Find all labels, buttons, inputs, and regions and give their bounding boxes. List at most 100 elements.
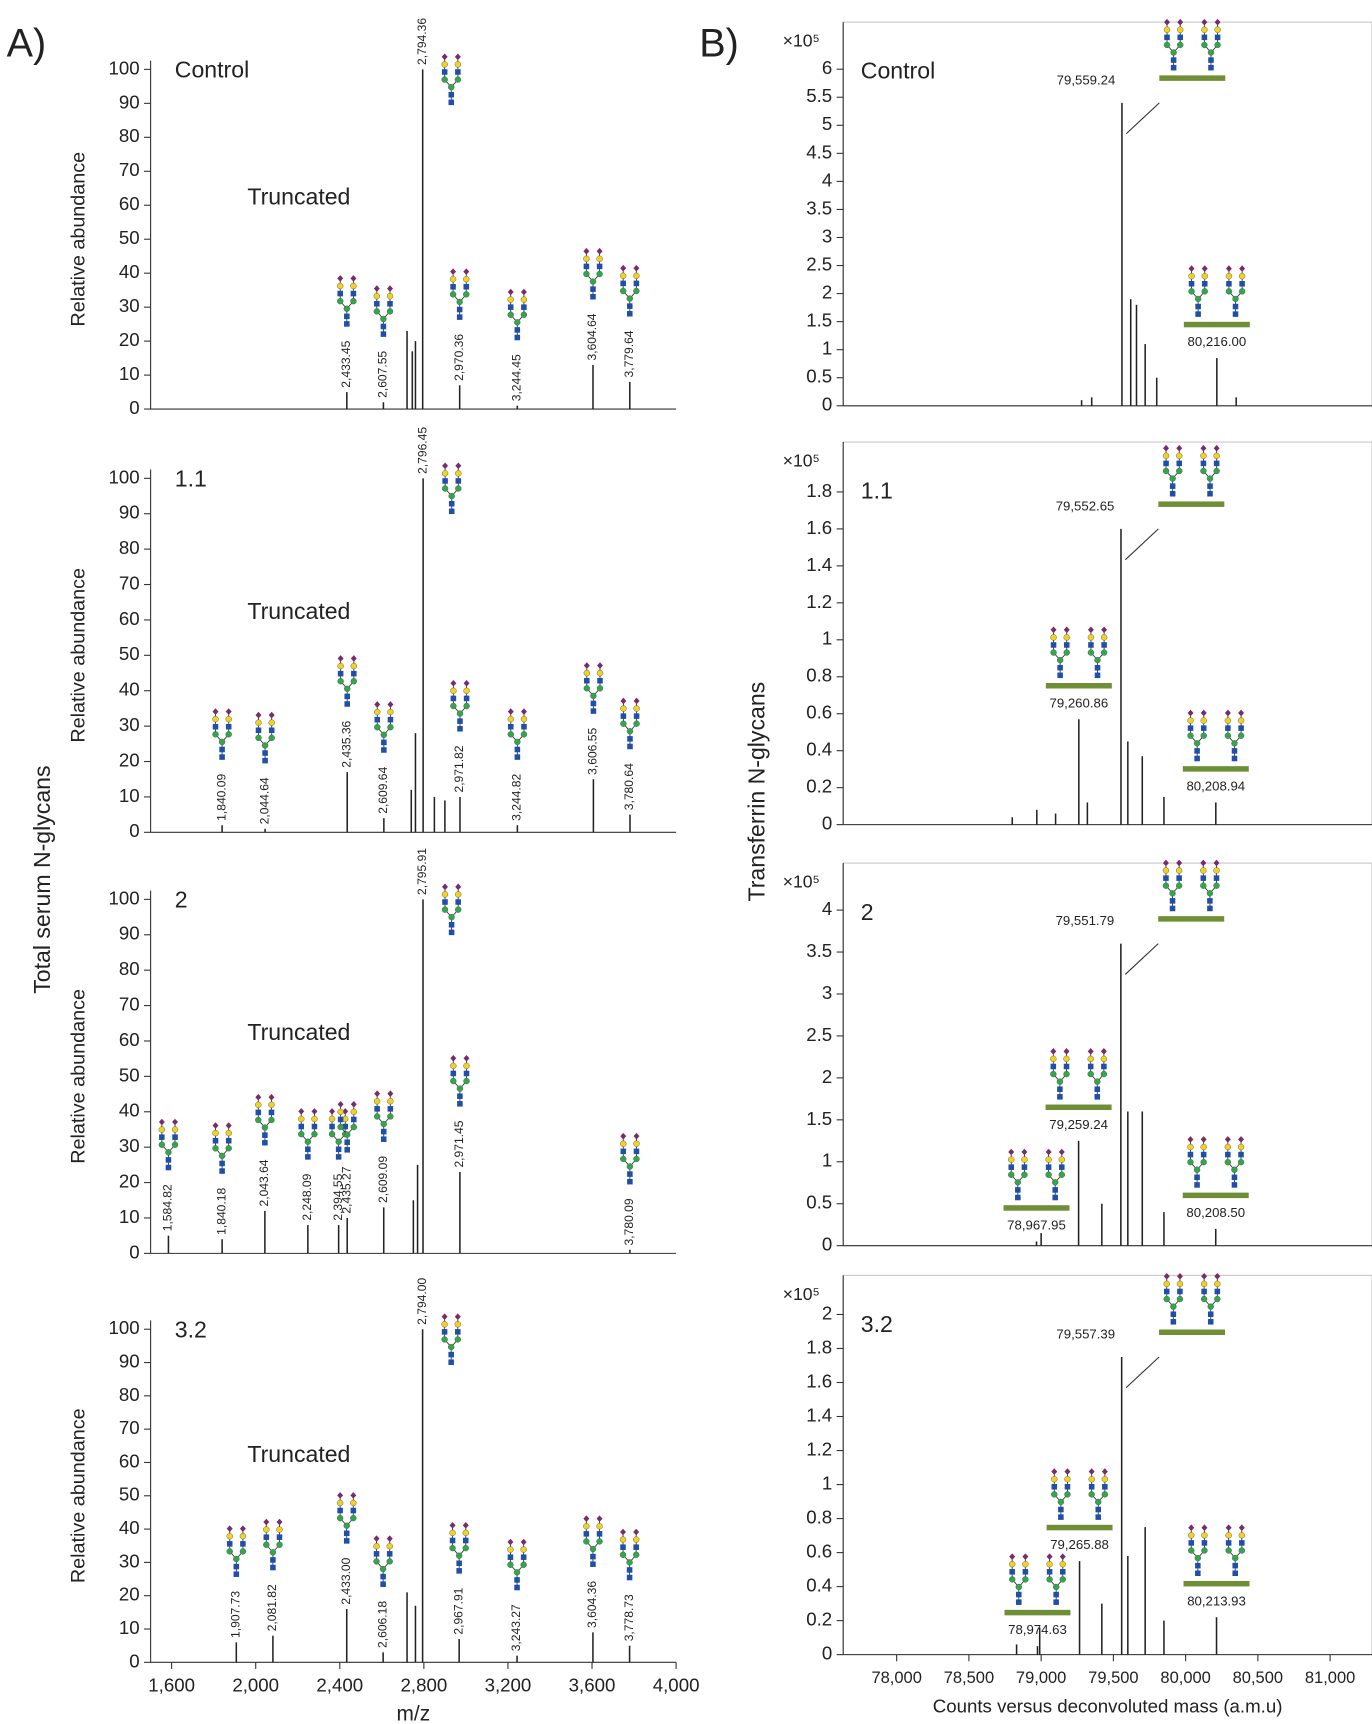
peak-label: 2,795.91 <box>415 848 429 895</box>
glycan-circle <box>1088 1071 1094 1077</box>
glycan-circle <box>263 1542 269 1548</box>
panel-annotation: Control <box>861 58 935 84</box>
glycan-circle <box>1225 1144 1231 1150</box>
glycan-square <box>464 1071 470 1077</box>
glycan-circle <box>1170 1304 1176 1310</box>
glycan-circle <box>1214 1281 1220 1287</box>
y-tick-label: 40 <box>119 261 140 282</box>
glycan-circle <box>1058 1499 1064 1505</box>
glycan-circle <box>350 298 356 304</box>
glycan-square <box>1201 725 1207 731</box>
glycan-circle <box>442 470 448 476</box>
glycan-square <box>1202 1540 1208 1546</box>
peak-label: 79,552.65 <box>1056 498 1115 513</box>
glycan-circle <box>1102 1476 1108 1482</box>
glycan-square <box>344 1147 350 1153</box>
peak-label: 79,559.24 <box>1057 72 1116 87</box>
glycan-square <box>508 304 514 310</box>
glycan-circle <box>1201 1548 1207 1554</box>
glycan-square <box>166 1165 172 1171</box>
y-tick-label: 100 <box>108 1317 139 1338</box>
glycan-square <box>442 1329 448 1335</box>
glycan-square <box>457 718 463 724</box>
panel-annotation: 1.1 <box>861 478 893 504</box>
y-tick-label: 20 <box>119 1584 140 1605</box>
y-tick-label: 2 <box>822 282 832 303</box>
glycan-circle <box>1163 883 1169 889</box>
glycan-square <box>227 1541 233 1547</box>
glycan-circle <box>233 1556 239 1562</box>
glycan-square <box>597 264 603 270</box>
glycan-circle <box>387 1558 393 1564</box>
glycan-square <box>1163 461 1169 467</box>
y-tick-label: 0 <box>822 394 832 415</box>
glycan-circle <box>1232 1555 1238 1561</box>
figure: A) B) Total serum N-glycans Transferrin … <box>0 0 1372 1724</box>
glycan-circle <box>620 1537 626 1543</box>
y-tick-label: 3 <box>822 982 832 1003</box>
peak-label: 2,970.36 <box>452 334 466 381</box>
glycan-square <box>1177 1289 1183 1295</box>
glycan-square <box>213 724 219 730</box>
y-tick-label: 2 <box>822 1302 832 1323</box>
glycan-circle <box>508 312 514 318</box>
glycan-square <box>387 1551 393 1557</box>
glycan-square <box>448 1359 454 1365</box>
glycan-square <box>351 1508 357 1514</box>
glycan-square <box>457 1093 463 1099</box>
glycan-circle <box>350 1515 356 1521</box>
peak-label: 2,796.45 <box>415 427 429 474</box>
glycan-circle <box>1208 1304 1214 1310</box>
glycan-circle <box>1089 1491 1095 1497</box>
glycan-circle <box>1008 1157 1014 1163</box>
y-tick-label: 3.5 <box>806 940 832 961</box>
glycan-square <box>388 717 394 723</box>
glycan-square <box>1208 65 1214 71</box>
glycan-circle <box>1201 1144 1207 1150</box>
y-multiplier: ×10⁵ <box>783 1284 820 1304</box>
glycan-square <box>270 1557 276 1563</box>
glycan-circle <box>521 1547 527 1553</box>
y-tick-label: 4 <box>822 898 832 919</box>
glycan-circle <box>507 1562 513 1568</box>
y-tick-label: 1.8 <box>806 1336 832 1357</box>
glycan-circle <box>1088 650 1094 656</box>
glycan-square <box>515 747 521 753</box>
peak-label: 2,609.64 <box>376 766 390 813</box>
glycan-square <box>1095 1507 1101 1513</box>
glycan-circle <box>1021 1172 1027 1178</box>
glycan-square <box>1232 1175 1238 1181</box>
glycan-circle <box>457 711 463 717</box>
glycan-square <box>451 696 457 702</box>
glycan-circle <box>521 1562 527 1568</box>
glycan-square <box>521 1554 527 1560</box>
glycan-circle <box>213 716 219 722</box>
glycan-circle <box>1009 1576 1015 1582</box>
glycan-square <box>381 747 387 753</box>
protein-bar <box>1184 322 1250 327</box>
glycan-circle <box>1201 718 1207 724</box>
x-tick-label: 78,000 <box>871 1669 921 1687</box>
peak-label: 3,780.64 <box>622 763 636 810</box>
glycan-square <box>1101 642 1107 648</box>
glycan-circle <box>1225 733 1231 739</box>
glycan-square <box>381 1129 387 1135</box>
protein-bar <box>1004 1205 1070 1210</box>
glycan-circle <box>1238 1144 1244 1150</box>
protein-bar <box>1046 683 1112 688</box>
glycan-circle <box>620 1141 626 1147</box>
y-tick-label: 0 <box>129 820 139 841</box>
y-tick-label: 80 <box>119 958 140 979</box>
glycan-circle <box>350 1500 356 1506</box>
glycan-circle <box>1102 1491 1108 1497</box>
glycan-square <box>584 1531 590 1537</box>
glycan-circle <box>1177 1281 1183 1287</box>
glycan-square <box>1058 1507 1064 1513</box>
glycan-square <box>455 899 461 905</box>
y-multiplier: ×10⁵ <box>783 31 820 51</box>
glycan-square <box>172 1134 178 1140</box>
glycan-circle <box>590 693 596 699</box>
glycan-square <box>1170 491 1176 497</box>
y-tick-label: 1.8 <box>806 480 832 501</box>
y-tick-label: 80 <box>119 125 140 146</box>
